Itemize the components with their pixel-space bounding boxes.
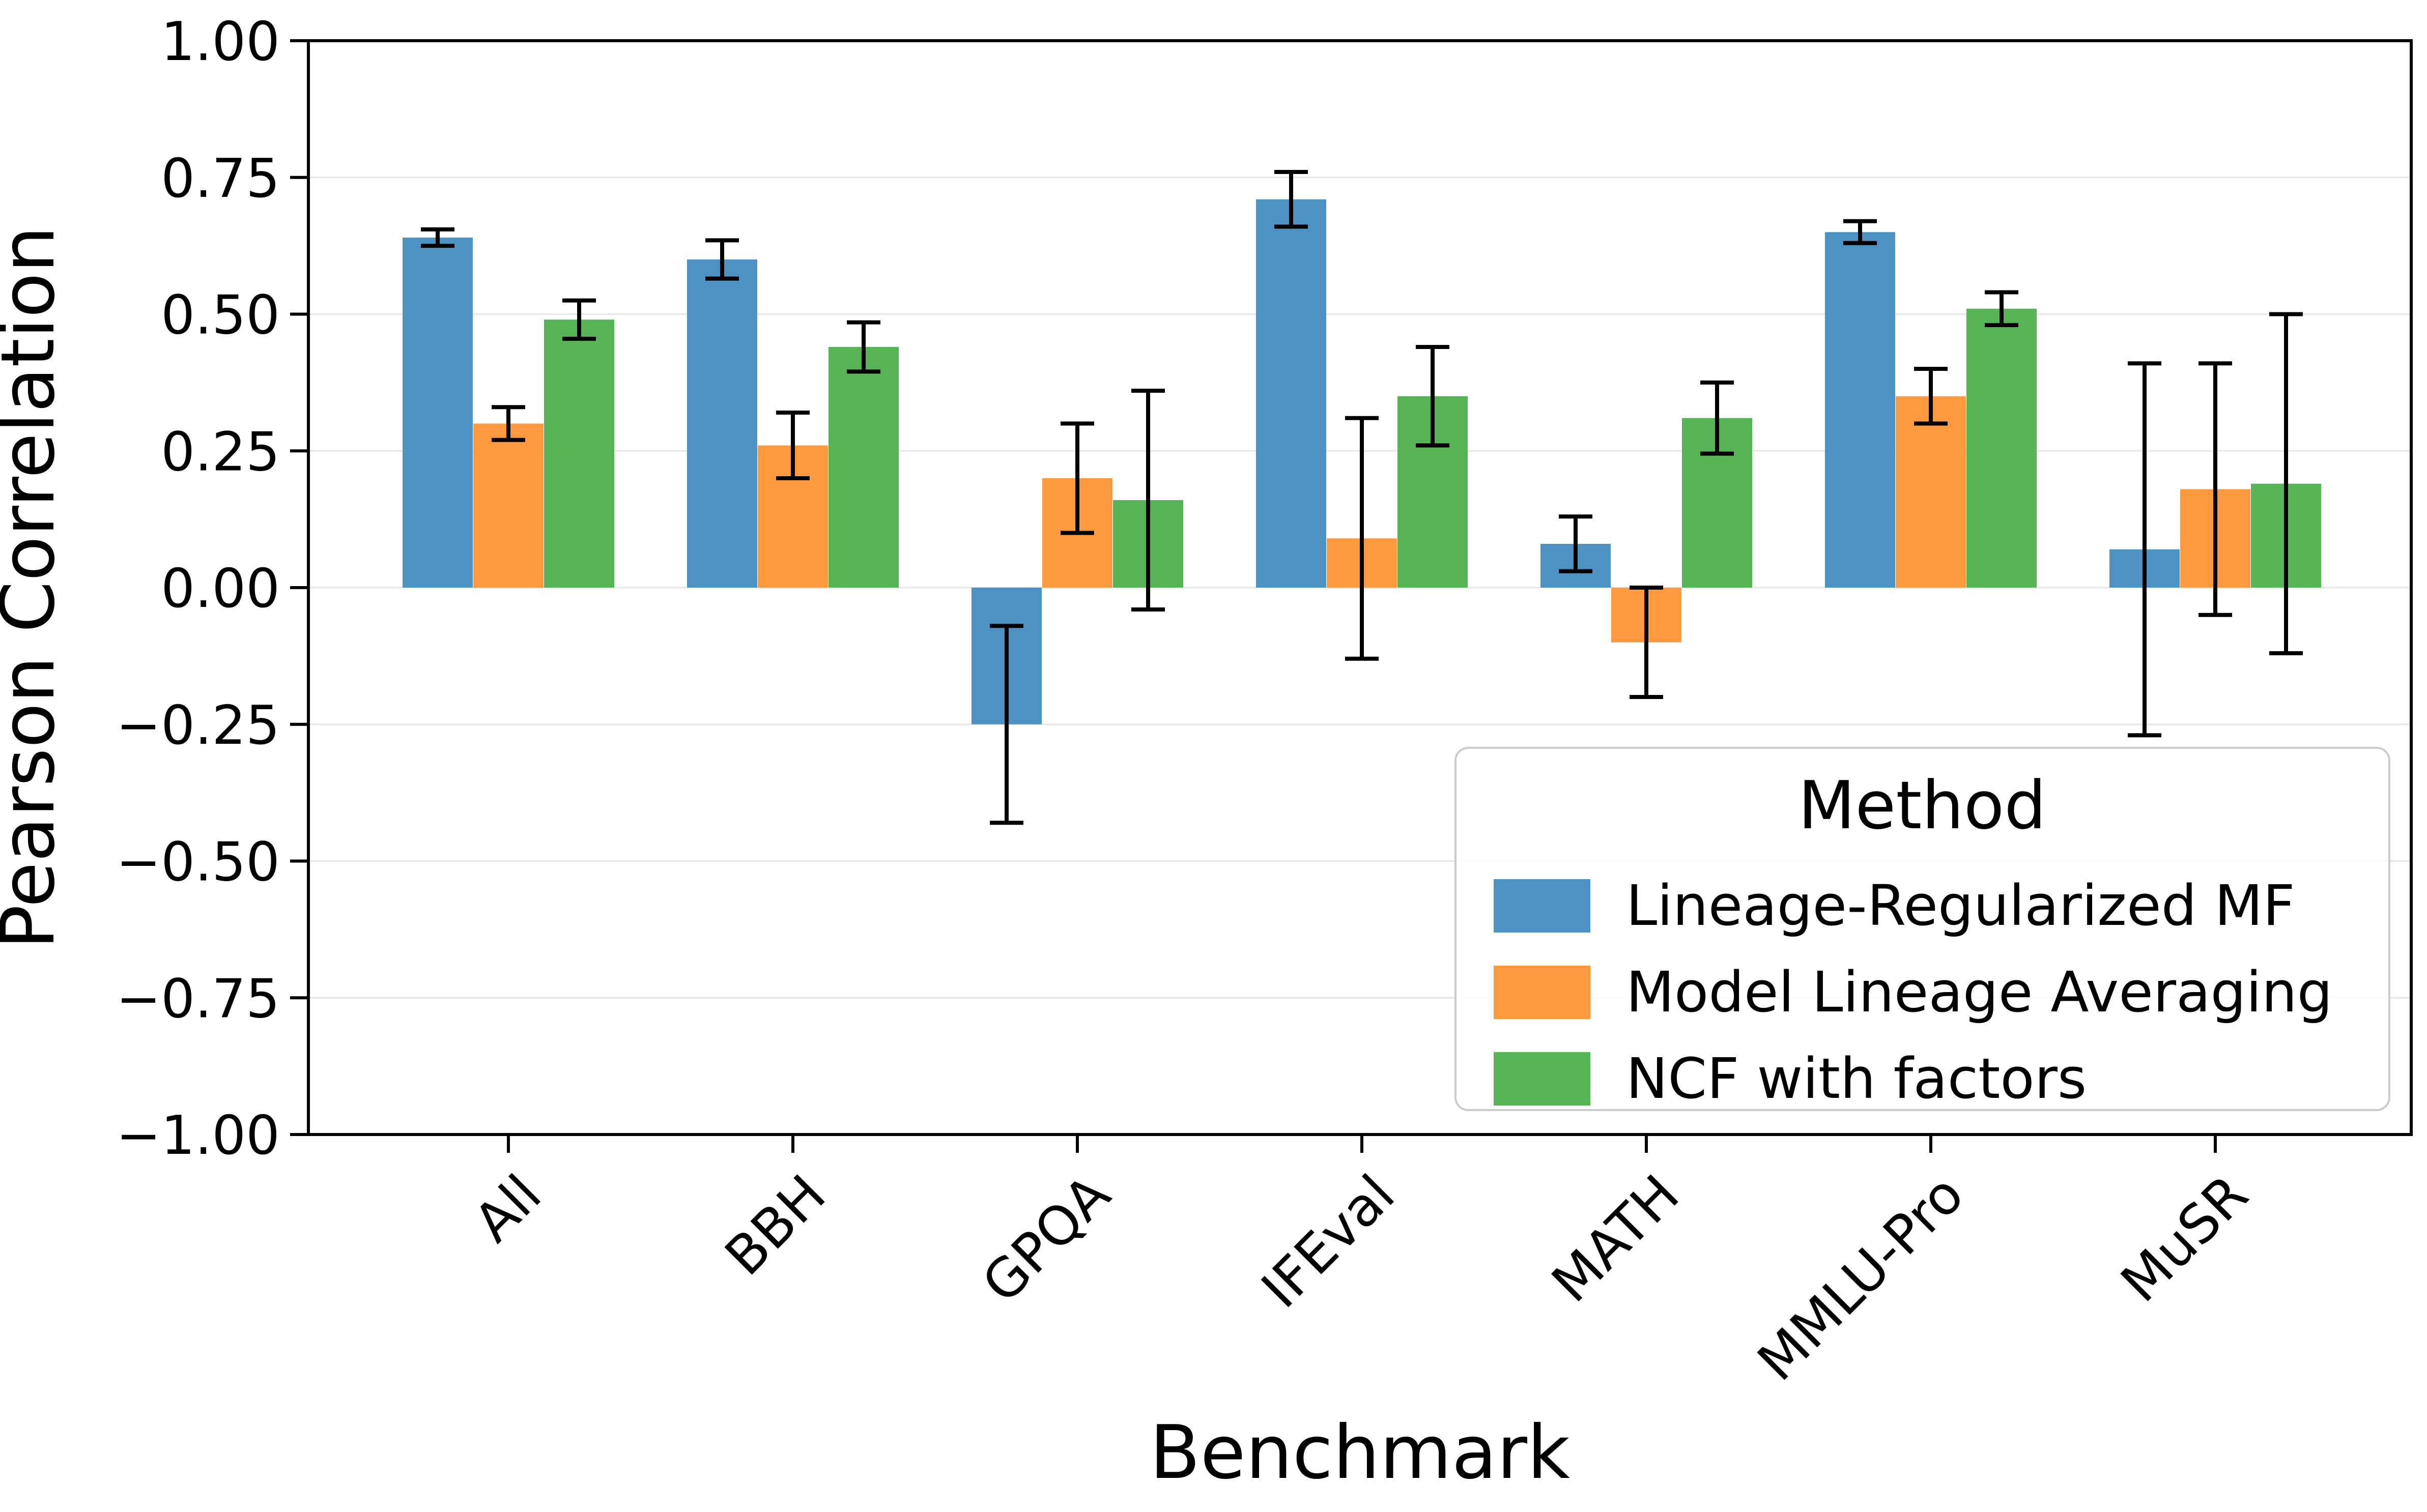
legend-label: Lineage-Regularized MF xyxy=(1626,873,2295,938)
x-tick-label: MMLU-Pro xyxy=(1746,1163,1976,1392)
y-axis-label: Pearson Correlation xyxy=(0,226,71,949)
bar-ifeval-series1 xyxy=(1256,199,1326,588)
bar-mmlu-pro-series2 xyxy=(1896,396,1966,588)
x-axis-label: Benchmark xyxy=(1150,1410,1570,1496)
y-tick-label: 1.00 xyxy=(161,11,280,73)
y-tick-label: 0.00 xyxy=(161,558,280,620)
x-tick-label: GPQA xyxy=(970,1163,1122,1315)
y-tick-label: 0.75 xyxy=(161,148,280,210)
y-tick-label: −0.25 xyxy=(116,694,280,757)
legend-box xyxy=(1454,747,2390,1111)
legend-label: NCF with factors xyxy=(1626,1046,2087,1111)
x-tick-label: BBH xyxy=(713,1163,838,1287)
x-tick-label: IFEval xyxy=(1250,1163,1407,1320)
bar-bbh-series1 xyxy=(687,259,757,588)
legend-label: Model Lineage Averaging xyxy=(1626,959,2332,1025)
y-tick-label: −0.75 xyxy=(116,968,280,1030)
legend-swatch xyxy=(1494,879,1590,933)
bar-mmlu-pro-series1 xyxy=(1825,232,1895,588)
y-tick-label: −1.00 xyxy=(116,1104,280,1167)
y-tick-label: −0.50 xyxy=(116,831,280,893)
x-tick-label: MATH xyxy=(1540,1163,1691,1314)
x-tick-label: All xyxy=(462,1163,553,1254)
bar-all-series2 xyxy=(473,423,544,588)
y-tick-label: 0.50 xyxy=(161,284,280,346)
bar-all-series3 xyxy=(544,319,614,588)
y-tick-label: 0.25 xyxy=(161,421,280,483)
legend-title: Method xyxy=(1798,767,2046,844)
bar-mmlu-pro-series3 xyxy=(1966,308,2037,588)
bar-all-series1 xyxy=(403,238,473,588)
x-tick-label: MuSR xyxy=(2109,1163,2260,1314)
legend-swatch xyxy=(1494,1052,1590,1106)
bar-bbh-series3 xyxy=(829,347,899,588)
legend-swatch xyxy=(1494,966,1590,1019)
